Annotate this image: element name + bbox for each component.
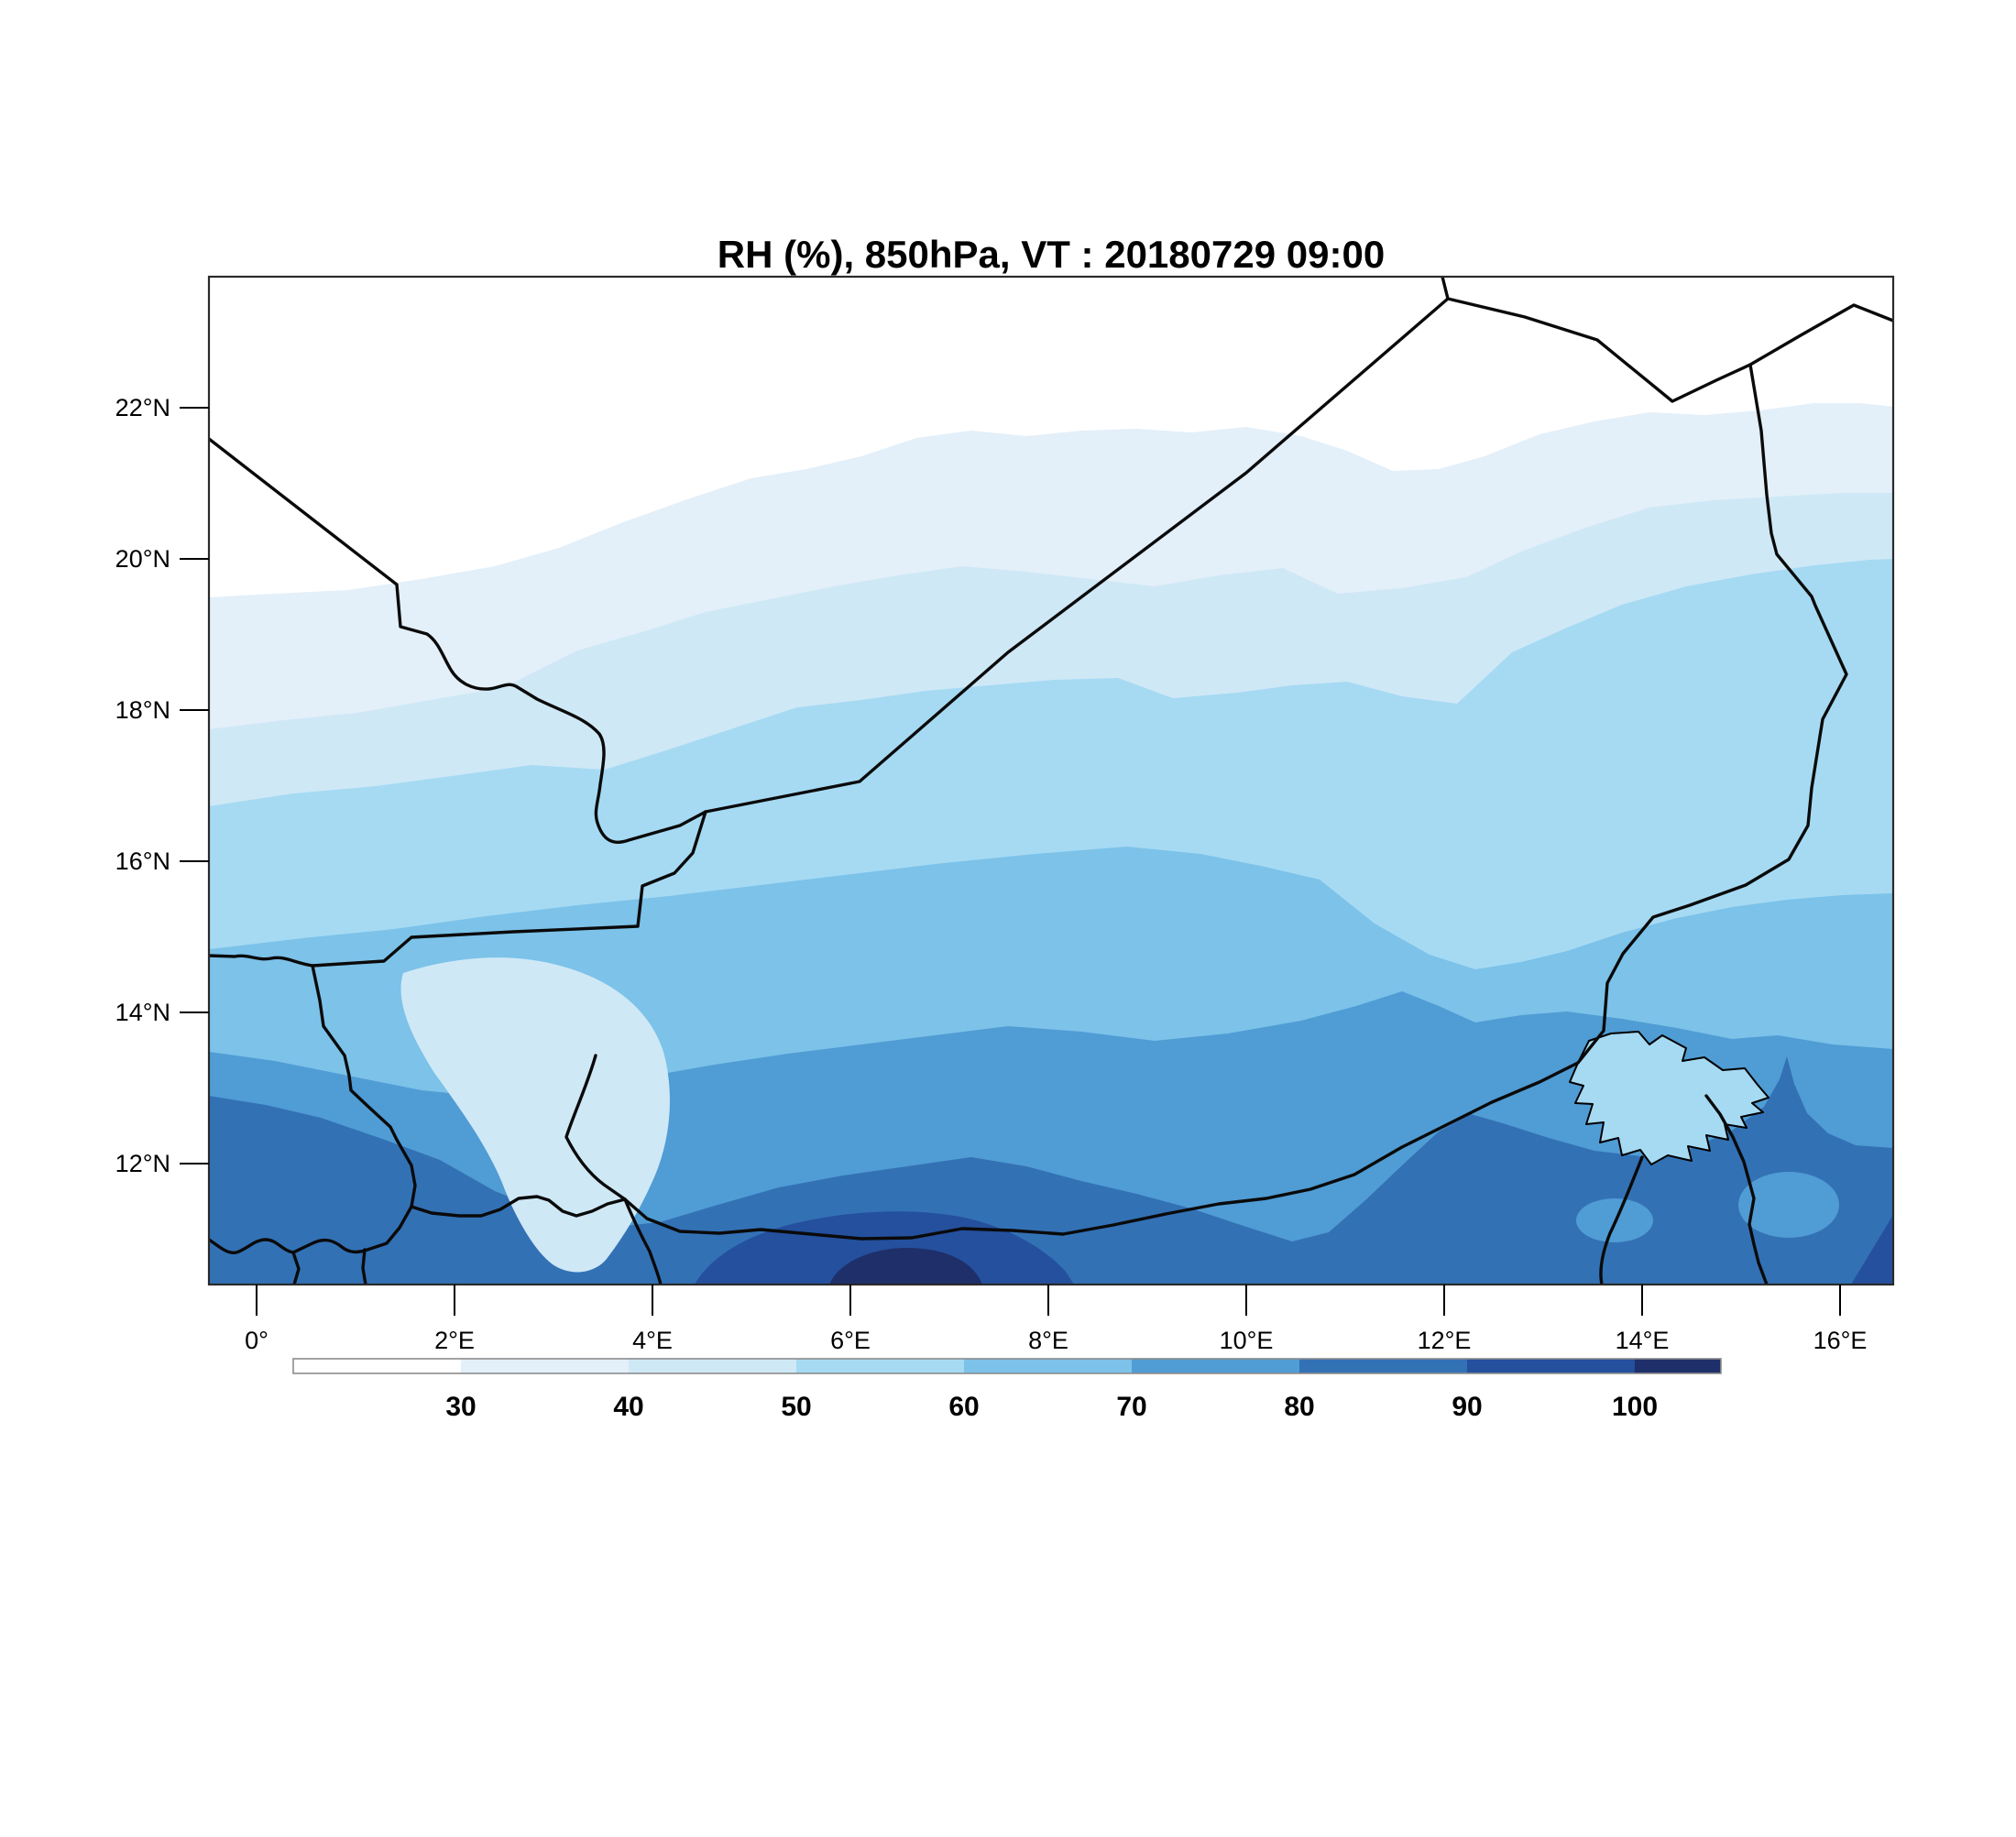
- colorbar-segment: [293, 1359, 461, 1373]
- lon-tick-label: 4°E: [632, 1327, 673, 1354]
- colorbar-tick-label: 90: [1452, 1392, 1482, 1422]
- lat-tick-label: 22°N: [115, 394, 170, 421]
- contour-band-90-100-corner: [1851, 1215, 1893, 1285]
- map-frame: [207, 275, 1895, 1286]
- lon-tick-label: 6°E: [830, 1327, 871, 1354]
- lat-tick-label: 18°N: [115, 696, 170, 724]
- lat-tick-label: 16°N: [115, 847, 170, 875]
- colorbar-segment: [1635, 1359, 1721, 1373]
- map-plot-area: [209, 277, 1893, 1285]
- border-chad-nigeria: [1704, 1094, 1769, 1285]
- border-ghana-togo-spur: [291, 1251, 301, 1285]
- colorbar-segment: [1467, 1359, 1635, 1373]
- colorbar-outline: [292, 1358, 1722, 1374]
- lon-tick-label: 2°E: [434, 1327, 475, 1354]
- colorbar-segment: [796, 1359, 964, 1373]
- lon-tick-label: 16°E: [1813, 1327, 1868, 1354]
- border-mali-niger: [209, 810, 707, 968]
- border-algeria-niger: [704, 297, 1450, 814]
- contour-band-gt100: [829, 1248, 982, 1285]
- border-algeria-mali: [209, 437, 707, 844]
- colorbar-tick-label: 80: [1284, 1392, 1314, 1422]
- longitude-axis: 0° 2°E 4°E 6°E 8°E 10°E 12°E 14°E 16°E: [245, 1285, 1867, 1354]
- border-burkina-niger: [311, 964, 627, 1218]
- border-nigeria-south-of-lake: [1599, 1155, 1644, 1285]
- pale-humidity-lobe: [400, 957, 670, 1273]
- border-libya-niger: [1446, 297, 1893, 403]
- page-title: RH (%), 850hPa, VT : 20180729 09:00: [718, 233, 1385, 276]
- colorbar: 30 40 50 60 70 80 90 100: [292, 1358, 1722, 1422]
- colorbar-tick-label: 60: [948, 1392, 979, 1422]
- lon-tick-label: 10°E: [1220, 1327, 1274, 1354]
- colorbar-tick-label: 40: [613, 1392, 643, 1422]
- colorbar-segment: [964, 1359, 1132, 1373]
- lon-tick-label: 8°E: [1028, 1327, 1068, 1354]
- border-benin-nigeria: [623, 1197, 663, 1285]
- light-patch-east: [1738, 1172, 1839, 1238]
- border-togo-benin-spur: [361, 1248, 367, 1285]
- lat-tick-label: 20°N: [115, 545, 170, 573]
- border-niger-benin: [564, 1054, 627, 1201]
- colorbar-segment: [629, 1359, 796, 1373]
- colorbar-tick-label: 70: [1116, 1392, 1146, 1422]
- colorbar-segment: [1132, 1359, 1299, 1373]
- lon-tick-label: 12°E: [1418, 1327, 1472, 1354]
- contour-band-80-90: [209, 1056, 1893, 1285]
- border-niger-nigeria: [623, 1061, 1580, 1241]
- colorbar-segment: [1299, 1359, 1467, 1373]
- lon-tick-label: 0°: [245, 1327, 268, 1354]
- latitude-axis: 22°N 20°N 18°N 16°N 14°N 12°N: [115, 394, 209, 1177]
- lon-tick-label: 14°E: [1616, 1327, 1670, 1354]
- country-borders: [209, 277, 1893, 1285]
- border-niger-chad: [1576, 363, 1848, 1065]
- border-burkina-ghana-togo: [209, 1205, 413, 1254]
- colorbar-tick-label: 50: [781, 1392, 811, 1422]
- colorbar-tick-label: 30: [445, 1392, 476, 1422]
- colorbar-segment: [461, 1359, 629, 1373]
- colorbar-tick-label: 100: [1612, 1392, 1658, 1422]
- lat-tick-label: 12°N: [115, 1150, 170, 1177]
- border-algeria-libya-spur: [1441, 277, 1450, 301]
- lake-chad-outline: [1569, 1031, 1769, 1165]
- lat-tick-label: 14°N: [115, 999, 170, 1026]
